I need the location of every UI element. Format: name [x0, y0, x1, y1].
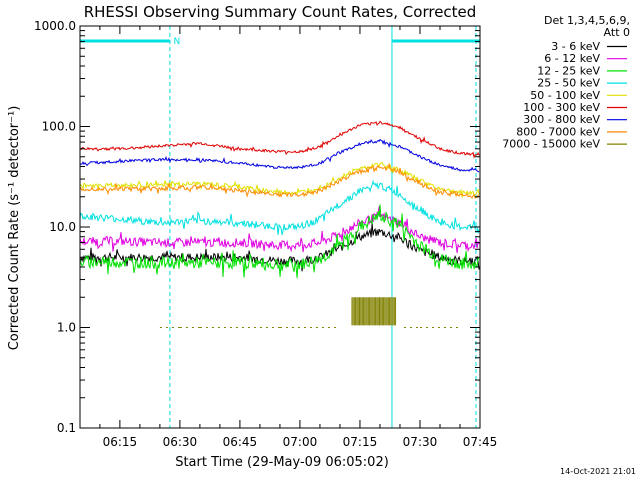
y-tick-label: 1.0 — [57, 321, 76, 335]
legend-entry-label: 7000 - 15000 keV — [502, 138, 600, 151]
legend-entry-label: 12 - 25 keV — [537, 64, 600, 77]
legend-header-line-2: Att 0 — [604, 26, 630, 39]
series-line-1 — [79, 206, 480, 254]
legend-entry-label: 300 - 800 keV — [523, 113, 600, 126]
x-tick-label: 06:45 — [223, 435, 258, 449]
x-tick-label: 06:15 — [103, 435, 138, 449]
y-tick-label: 10.0 — [49, 220, 76, 234]
series-line-5 — [79, 120, 480, 159]
legend-header-line-1: Det 1,3,4,5,6,9, — [544, 14, 630, 27]
legend-entry-label: 6 - 12 keV — [544, 52, 600, 65]
chart-title: RHESSI Observing Summary Count Rates, Co… — [84, 3, 477, 21]
axes: 0.1 1.0 10.0 100.0 1000.0 06:15 06:30 06:45 07:0… — [34, 19, 497, 449]
series-line-6 — [79, 138, 480, 173]
timestamp: 14-Oct-2021 21:01 — [560, 467, 636, 476]
legend-entry-label: 3 - 6 keV — [551, 40, 600, 53]
x-tick-label: 06:30 — [163, 435, 198, 449]
series-line-2 — [79, 204, 480, 279]
series-line-3 — [79, 179, 480, 236]
y-tick-label: 0.1 — [57, 421, 76, 435]
y-tick-label: 100.0 — [42, 120, 76, 134]
night-marker-label: N — [174, 37, 181, 47]
series-line-4 — [79, 161, 480, 198]
series-line-0 — [79, 223, 480, 272]
legend-entry-label: 25 - 50 keV — [537, 77, 600, 90]
x-tick-label: 07:45 — [463, 435, 498, 449]
x-tick-label: 07:15 — [343, 435, 378, 449]
legend-entry-label: 100 - 300 keV — [523, 101, 600, 114]
series-line-7 — [79, 162, 480, 200]
legend-entry-label: 50 - 100 keV — [530, 89, 600, 102]
x-tick-label: 07:30 — [403, 435, 438, 449]
y-axis-label: Corrected Count Rate (s⁻¹ detector⁻¹) — [7, 106, 22, 351]
y-tick-label: 1000.0 — [34, 19, 76, 33]
x-tick-label: 07:00 — [283, 435, 318, 449]
legend-entry-label: 800 - 7000 keV — [516, 125, 600, 138]
x-axis-label: Start Time (29-May-09 06:05:02) — [175, 455, 389, 470]
